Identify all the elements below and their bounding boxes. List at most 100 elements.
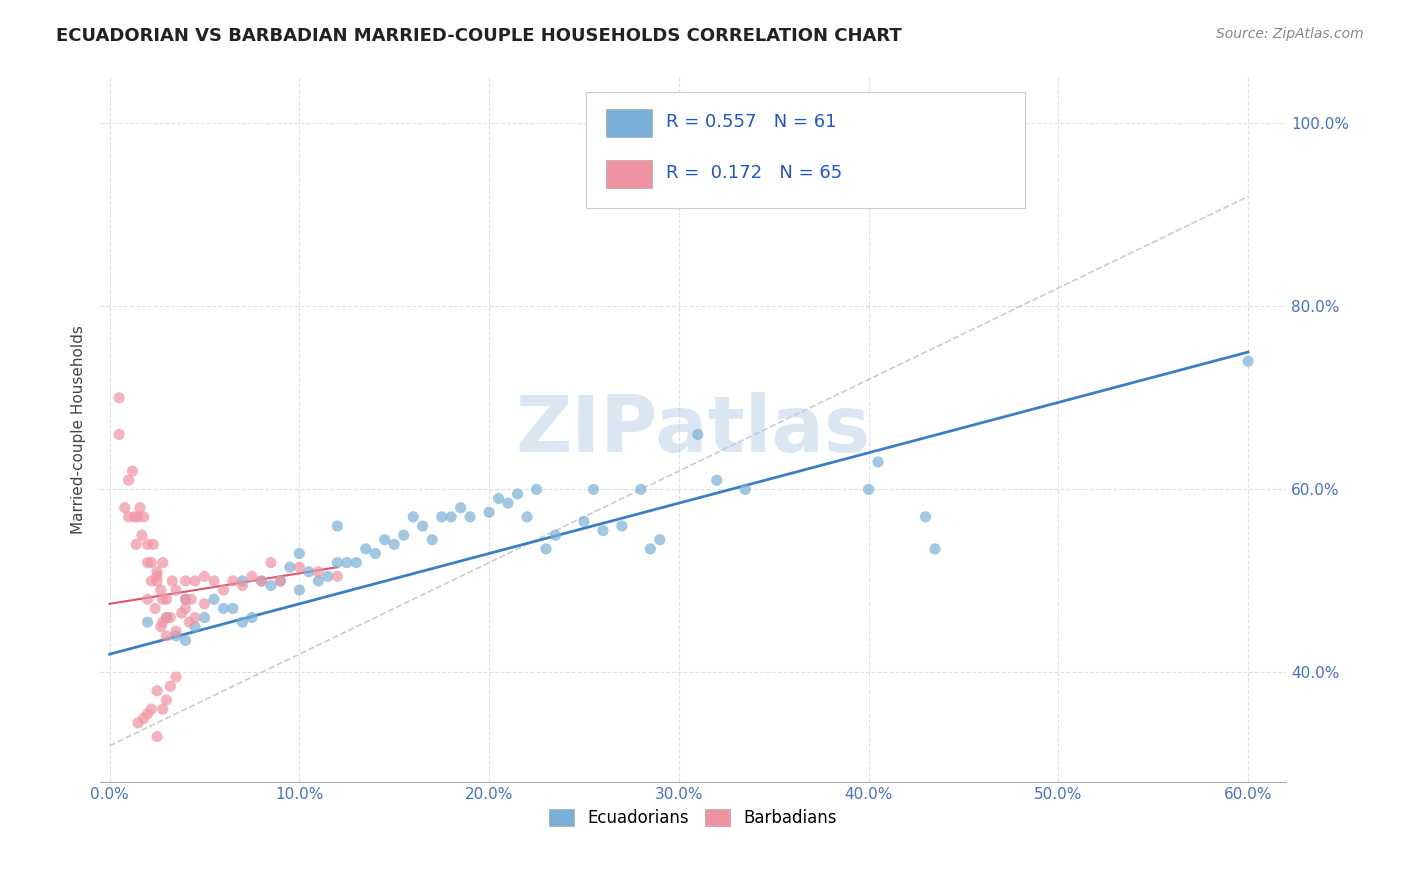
FancyBboxPatch shape bbox=[606, 160, 651, 188]
Point bbox=[630, 483, 652, 497]
Point bbox=[307, 565, 329, 579]
Point bbox=[155, 610, 177, 624]
Point bbox=[316, 569, 339, 583]
Point bbox=[136, 592, 159, 607]
Point bbox=[170, 606, 193, 620]
Point bbox=[146, 574, 169, 588]
FancyBboxPatch shape bbox=[586, 92, 1025, 208]
Point bbox=[326, 556, 349, 570]
Point bbox=[149, 620, 172, 634]
Point bbox=[125, 537, 148, 551]
Point bbox=[478, 505, 501, 519]
Point bbox=[582, 483, 605, 497]
Point bbox=[288, 560, 311, 574]
Point bbox=[202, 574, 225, 588]
Text: ZIPatlas: ZIPatlas bbox=[516, 392, 870, 468]
Point bbox=[152, 615, 174, 629]
Point bbox=[132, 509, 155, 524]
Point bbox=[516, 509, 538, 524]
Point bbox=[222, 574, 245, 588]
Point bbox=[640, 541, 662, 556]
Point bbox=[240, 569, 263, 583]
Point bbox=[924, 541, 946, 556]
Point bbox=[155, 610, 177, 624]
Point bbox=[121, 464, 143, 478]
Point bbox=[250, 574, 273, 588]
Point bbox=[174, 592, 197, 607]
Point bbox=[734, 483, 756, 497]
Point bbox=[440, 509, 463, 524]
Point bbox=[152, 702, 174, 716]
Point bbox=[143, 601, 166, 615]
Point bbox=[914, 509, 936, 524]
Point bbox=[402, 509, 425, 524]
Point bbox=[412, 519, 434, 533]
Point bbox=[269, 574, 291, 588]
Point bbox=[572, 515, 595, 529]
Point bbox=[117, 509, 139, 524]
Point bbox=[159, 610, 181, 624]
Point bbox=[142, 537, 165, 551]
Point bbox=[152, 592, 174, 607]
Point bbox=[155, 629, 177, 643]
Point bbox=[117, 473, 139, 487]
Point bbox=[174, 574, 197, 588]
Point bbox=[222, 601, 245, 615]
Point bbox=[506, 487, 529, 501]
Point bbox=[231, 615, 253, 629]
Point bbox=[544, 528, 567, 542]
Point bbox=[250, 574, 273, 588]
Point bbox=[141, 574, 163, 588]
Point bbox=[136, 537, 159, 551]
Point bbox=[686, 427, 709, 442]
Text: ECUADORIAN VS BARBADIAN MARRIED-COUPLE HOUSEHOLDS CORRELATION CHART: ECUADORIAN VS BARBADIAN MARRIED-COUPLE H… bbox=[56, 27, 903, 45]
Point bbox=[430, 509, 453, 524]
Point bbox=[866, 455, 889, 469]
Point bbox=[129, 500, 152, 515]
Point bbox=[212, 601, 235, 615]
Point bbox=[269, 574, 291, 588]
Point bbox=[149, 583, 172, 598]
Point bbox=[450, 500, 472, 515]
Point bbox=[193, 597, 215, 611]
Point bbox=[136, 615, 159, 629]
Point bbox=[179, 615, 201, 629]
Point bbox=[159, 679, 181, 693]
Point bbox=[374, 533, 396, 547]
Point bbox=[382, 537, 405, 551]
Point bbox=[336, 556, 359, 570]
Point bbox=[146, 683, 169, 698]
Point bbox=[146, 730, 169, 744]
Point bbox=[124, 509, 146, 524]
Point bbox=[136, 706, 159, 721]
Point bbox=[136, 556, 159, 570]
Point bbox=[160, 574, 183, 588]
Point bbox=[610, 519, 633, 533]
Y-axis label: Married-couple Households: Married-couple Households bbox=[72, 326, 86, 534]
Point bbox=[260, 578, 283, 592]
FancyBboxPatch shape bbox=[606, 109, 651, 137]
Point bbox=[184, 620, 207, 634]
Point bbox=[155, 693, 177, 707]
Point bbox=[534, 541, 557, 556]
Point bbox=[648, 533, 671, 547]
Point bbox=[298, 565, 321, 579]
Point bbox=[240, 610, 263, 624]
Point bbox=[1237, 354, 1260, 368]
Point bbox=[146, 565, 169, 579]
Point bbox=[174, 601, 197, 615]
Point bbox=[127, 509, 149, 524]
Point bbox=[288, 546, 311, 560]
Legend: Ecuadorians, Barbadians: Ecuadorians, Barbadians bbox=[543, 803, 844, 834]
Point bbox=[592, 524, 614, 538]
Point bbox=[114, 500, 136, 515]
Point bbox=[706, 473, 728, 487]
Point bbox=[326, 519, 349, 533]
Point bbox=[364, 546, 387, 560]
Point bbox=[278, 560, 301, 574]
Point bbox=[141, 702, 163, 716]
Point bbox=[288, 583, 311, 598]
Text: R = 0.557   N = 61: R = 0.557 N = 61 bbox=[666, 113, 837, 131]
Point bbox=[458, 509, 481, 524]
Point bbox=[146, 569, 169, 583]
